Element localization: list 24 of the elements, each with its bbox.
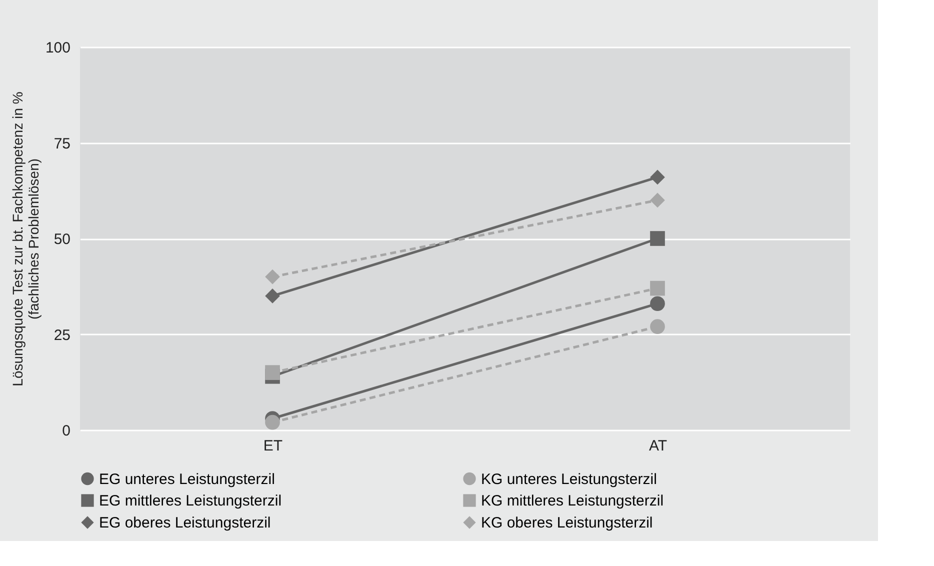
point <box>265 288 280 304</box>
legend-label: EG mittleres Leistungsterzil <box>99 492 282 510</box>
legend-label: KG mittleres Leistungsterzil <box>481 492 664 510</box>
legend-label: EG unteres Leistungsterzil <box>99 470 275 488</box>
y-axis-title: Lösungsquote Test zur bt. Fachkompetenz in % (fachliches Problemlösen) <box>9 92 42 386</box>
x-tick-label: AT <box>648 438 668 454</box>
legend-label: KG unteres Leistungsterzil <box>481 470 657 488</box>
x-tick-label: ET <box>263 438 283 454</box>
point <box>650 280 665 296</box>
point <box>265 365 280 380</box>
y-tick-label: 0 <box>62 422 70 440</box>
point <box>650 231 665 246</box>
legend-label: KG oberes Leistungsterzil <box>481 514 653 532</box>
point <box>265 414 280 430</box>
point <box>650 192 665 208</box>
point <box>650 319 665 334</box>
point <box>265 269 280 284</box>
point <box>650 296 665 312</box>
y-tick-label: 100 <box>45 40 70 56</box>
y-tick-label: 50 <box>54 231 70 248</box>
legend-label: EG oberes Leistungsterzil <box>99 514 271 532</box>
y-tick-label: 25 <box>54 326 70 344</box>
y-tick-label: 75 <box>54 135 70 152</box>
point <box>650 170 665 185</box>
